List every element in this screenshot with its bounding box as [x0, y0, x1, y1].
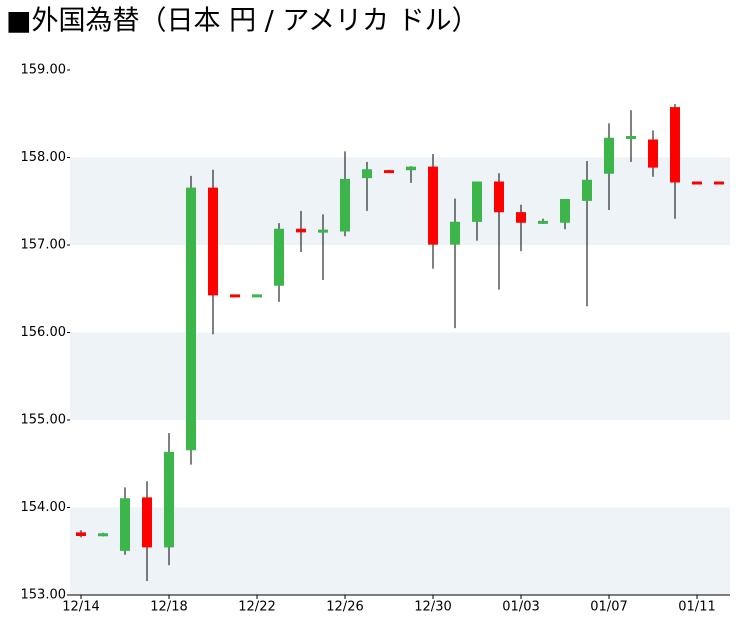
candle-body	[670, 107, 680, 183]
candle-body	[98, 533, 108, 537]
x-tick-label: 01/07	[590, 600, 627, 615]
candle-body	[340, 178, 350, 232]
candle-body	[208, 187, 218, 296]
candle-body	[186, 187, 196, 451]
candle-body	[252, 294, 262, 298]
candle-body	[274, 228, 284, 286]
x-tick-label: 01/11	[678, 600, 715, 615]
candle-body	[120, 498, 130, 551]
y-tick-label: 159.00	[21, 63, 67, 78]
y-tick-label: 156.00	[21, 325, 67, 340]
x-tick-label: 12/14	[62, 600, 99, 615]
candle-body	[472, 181, 482, 222]
grid-band	[70, 157, 730, 245]
x-tick-label: 12/18	[150, 600, 187, 615]
candle-body	[164, 451, 174, 548]
candle-body	[384, 170, 394, 174]
x-tick-label: 12/30	[414, 600, 451, 615]
candle-body	[450, 221, 460, 245]
candle-body	[494, 181, 504, 213]
y-tick-label: 154.00	[21, 500, 67, 515]
x-tick-label: 12/26	[326, 600, 363, 615]
grid-band	[70, 332, 730, 420]
candle-body	[230, 294, 240, 298]
candle-body	[582, 179, 592, 201]
candle-body	[604, 137, 614, 174]
candle-body	[428, 166, 438, 245]
candle-body	[406, 166, 416, 171]
candle-body	[318, 229, 328, 233]
candle-body	[560, 199, 570, 223]
candle-body	[648, 139, 658, 168]
y-tick-label: 153.00	[21, 588, 67, 603]
candle-body	[76, 532, 86, 536]
x-tick-label: 01/03	[502, 600, 539, 615]
candle-body	[538, 220, 548, 224]
candle-body	[362, 169, 372, 179]
y-tick-label: 158.00	[21, 150, 67, 165]
x-tick-label: 12/22	[238, 600, 275, 615]
candle-body	[296, 228, 306, 233]
grid-band	[70, 507, 730, 595]
y-tick-label: 155.00	[21, 413, 67, 428]
candle-body	[142, 497, 152, 548]
candle-body	[714, 181, 724, 185]
chart-title: ■外国為替（日本 円 / アメリカ ドル）	[6, 6, 479, 37]
candle-body	[692, 181, 702, 185]
y-tick-label: 157.00	[21, 238, 67, 253]
candle-body	[516, 212, 526, 223]
candle-body	[626, 136, 636, 139]
